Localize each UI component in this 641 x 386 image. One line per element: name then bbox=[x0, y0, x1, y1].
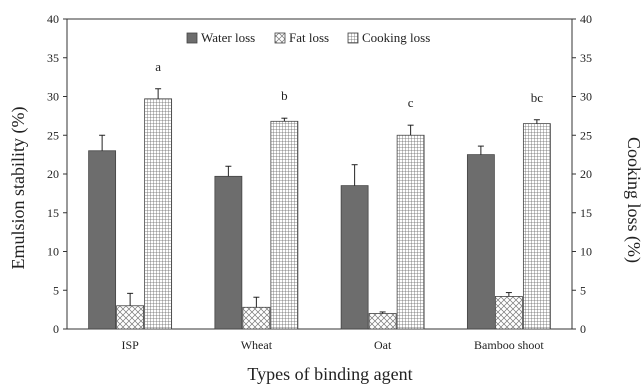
bar-water-loss bbox=[340, 185, 369, 330]
bar-cooking-loss bbox=[522, 123, 551, 330]
category-label: Bamboo shoot bbox=[474, 338, 544, 352]
legend-swatch bbox=[186, 32, 198, 44]
bar-water-loss bbox=[466, 154, 495, 330]
left-tick-label: 15 bbox=[47, 206, 59, 220]
bar-water-loss bbox=[88, 150, 117, 330]
category-label: Oat bbox=[374, 338, 392, 352]
bar-fat-loss bbox=[494, 296, 523, 330]
legend-label: Cooking loss bbox=[362, 30, 430, 45]
error-bars bbox=[99, 88, 540, 314]
right-tick-label: 10 bbox=[580, 245, 592, 259]
bars bbox=[88, 98, 551, 330]
right-y-ticks: 0 5 10 15 20 25 30 35 40 bbox=[572, 12, 592, 336]
left-tick-label: 0 bbox=[53, 322, 59, 336]
significance-label: bc bbox=[531, 90, 544, 105]
bar-water-loss bbox=[214, 175, 243, 330]
left-tick-label: 10 bbox=[47, 245, 59, 259]
legend-label: Fat loss bbox=[289, 30, 329, 45]
right-tick-label: 35 bbox=[580, 51, 592, 65]
bar-fat-loss bbox=[368, 313, 397, 330]
legend: Water loss Fat loss Cooking loss bbox=[186, 30, 430, 45]
left-tick-label: 5 bbox=[53, 283, 59, 297]
significance-label: c bbox=[408, 95, 414, 110]
bar-cooking-loss bbox=[270, 120, 299, 330]
x-ticks: ISP Wheat Oat Bamboo shoot bbox=[121, 338, 544, 352]
bar-fat-loss bbox=[242, 306, 271, 330]
legend-swatch bbox=[347, 32, 359, 44]
bar-cooking-loss bbox=[396, 134, 425, 330]
left-y-ticks: 0 5 10 15 20 25 30 35 40 bbox=[47, 12, 67, 336]
category-label: Wheat bbox=[241, 338, 273, 352]
axes bbox=[66, 18, 573, 330]
y-axis-title: Emulsion stability (%) bbox=[8, 107, 29, 270]
x-axis-title: Types of binding agent bbox=[247, 364, 412, 384]
significance-label: b bbox=[281, 88, 288, 103]
right-tick-label: 20 bbox=[580, 167, 592, 181]
left-tick-label: 25 bbox=[47, 128, 59, 142]
significance-labels: ab c bc bbox=[155, 59, 543, 110]
right-tick-label: 30 bbox=[580, 90, 592, 104]
left-tick-label: 35 bbox=[47, 51, 59, 65]
right-tick-label: 25 bbox=[580, 128, 592, 142]
legend-swatch bbox=[274, 32, 286, 44]
y2-axis-title: Cooking loss (%) bbox=[623, 137, 641, 263]
bar-fat-loss bbox=[116, 305, 145, 330]
left-tick-label: 30 bbox=[47, 90, 59, 104]
bar-cooking-loss bbox=[144, 98, 173, 330]
right-tick-label: 5 bbox=[580, 283, 586, 297]
right-tick-label: 40 bbox=[580, 12, 592, 26]
right-tick-label: 15 bbox=[580, 206, 592, 220]
significance-label: a bbox=[155, 59, 161, 74]
category-label: ISP bbox=[121, 338, 139, 352]
left-tick-label: 40 bbox=[47, 12, 59, 26]
legend-label: Water loss bbox=[201, 30, 255, 45]
left-tick-label: 20 bbox=[47, 167, 59, 181]
right-tick-label: 0 bbox=[580, 322, 586, 336]
